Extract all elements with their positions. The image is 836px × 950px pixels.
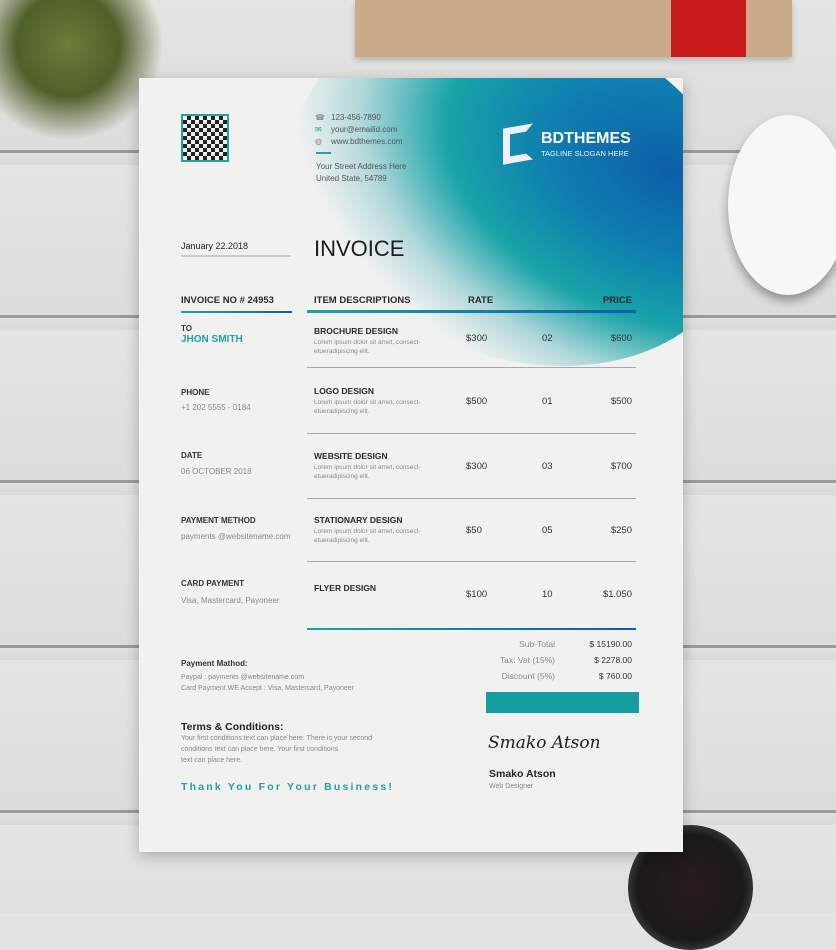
item-price: $250 bbox=[610, 525, 632, 536]
item-rate: $100 bbox=[466, 589, 488, 600]
phone-label: PHONE bbox=[181, 388, 210, 397]
total-value: $ 760.00 bbox=[598, 671, 632, 681]
signature-script: Smako Atson bbox=[488, 733, 601, 753]
notebook-decoration bbox=[355, 0, 792, 57]
brand-name: BDTHEMES bbox=[541, 130, 631, 147]
table-bottom-rule bbox=[307, 628, 636, 630]
address-line-1: Your Street Address Here bbox=[316, 162, 407, 171]
item-qty: 03 bbox=[542, 461, 553, 472]
address-line-2: United State, 54789 bbox=[316, 174, 387, 183]
item-title: LOGO DESIGN bbox=[314, 386, 374, 396]
total-label: Discount (5%) bbox=[501, 671, 555, 681]
terms-title: Terms & Conditions: bbox=[181, 721, 284, 733]
item-price: $1.050 bbox=[602, 589, 632, 600]
header-desc: ITEM DESCRIPTIONS bbox=[314, 295, 411, 306]
item-description: Lorem ipsum dolor sit amet, consect-etue… bbox=[314, 399, 421, 415]
item-qty: 05 bbox=[542, 525, 553, 536]
payment-title: Payment Mathod: bbox=[181, 659, 248, 668]
item-qty: 02 bbox=[542, 333, 553, 344]
item-title: STATIONARY DESIGN bbox=[314, 515, 403, 525]
contact-phone: 123-456-7890 bbox=[331, 113, 381, 122]
phone-icon: ☎ bbox=[315, 113, 325, 122]
item-title: BROCHURE DESIGN bbox=[314, 326, 399, 336]
brand-tagline: TAGLINE SLOGAN HERE bbox=[541, 149, 629, 158]
item-rate: $300 bbox=[466, 461, 488, 472]
qr-code bbox=[181, 114, 229, 162]
row-divider bbox=[307, 367, 636, 368]
header-rate: RATE bbox=[468, 295, 494, 306]
row-divider bbox=[307, 498, 636, 499]
item-qty: 01 bbox=[542, 396, 553, 407]
invoice-no-underline bbox=[181, 311, 292, 313]
item-price: $500 bbox=[610, 396, 632, 407]
thank-you: Thank You For Your Business! bbox=[181, 781, 395, 793]
header-price: PRICE bbox=[602, 295, 632, 306]
email-icon: ✉ bbox=[315, 125, 322, 134]
invoice-paper: ☎ 123-456-7890 ✉ your@emailid.com ◍ www.… bbox=[139, 78, 683, 852]
terms-line-2: conditions text can place here. Your fir… bbox=[181, 746, 339, 753]
globe-icon: ◍ bbox=[315, 137, 322, 146]
brand-logo-icon bbox=[503, 123, 533, 165]
item-price: $700 bbox=[610, 461, 632, 472]
table-header-rule bbox=[307, 310, 636, 313]
item-description: Lorem ipsum dolor sit amet, consect-etue… bbox=[314, 464, 421, 480]
divider bbox=[316, 152, 331, 154]
grand-total-bar bbox=[486, 692, 639, 713]
item-rate: $50 bbox=[466, 525, 482, 536]
total-value: $ 2278.00 bbox=[594, 655, 632, 665]
item-rate: $300 bbox=[466, 333, 488, 344]
payment-method-label: PAYMENT METHOD bbox=[181, 516, 256, 525]
cake-decoration bbox=[728, 115, 836, 295]
invoice-date: January 22.2018 bbox=[181, 241, 249, 251]
date-label: DATE bbox=[181, 451, 203, 460]
card-payment: Visa, Mastercard, Payoneer bbox=[181, 596, 280, 605]
to-label: TO bbox=[181, 324, 192, 333]
payment-line-1: Paypal : payments @websitename.com bbox=[181, 674, 305, 681]
client-date: 06 OCTOBER 2018 bbox=[181, 467, 252, 476]
item-price: $600 bbox=[610, 333, 632, 344]
client-name: JHON SMITH bbox=[181, 334, 243, 345]
contact-email: your@emailid.com bbox=[331, 125, 398, 134]
terms-line-3: text can place here. bbox=[181, 757, 243, 764]
row-divider bbox=[307, 433, 636, 434]
signer-role: Web Designer bbox=[489, 783, 534, 790]
total-label: Tax: Vat (15%) bbox=[499, 655, 555, 665]
item-title: FLYER DESIGN bbox=[314, 583, 377, 593]
total-value: $ 15190.00 bbox=[589, 639, 632, 649]
terms-line-1: Your first conditions text can place her… bbox=[181, 735, 373, 742]
contact-website: www.bdthemes.com bbox=[331, 137, 403, 146]
item-rate: $500 bbox=[466, 396, 488, 407]
date-underline bbox=[181, 255, 291, 257]
client-phone: +1 202 5555 - 0184 bbox=[181, 403, 251, 412]
item-qty: 10 bbox=[542, 589, 553, 600]
item-description: Lorem ipsum dolor sit amet, consect-etue… bbox=[314, 528, 421, 544]
item-description: Lorem ipsum dolor sit amet, consect-etue… bbox=[314, 339, 421, 355]
item-title: WEBSITE DESIGN bbox=[314, 451, 388, 461]
payment-method: payments @websitename.com bbox=[181, 532, 291, 541]
row-divider bbox=[307, 561, 636, 562]
invoice-number: INVOICE NO # 24953 bbox=[181, 295, 274, 306]
payment-line-2: Card Payment WE Accept : Visa, Mastercar… bbox=[181, 685, 355, 692]
total-label: Sub-Total bbox=[519, 639, 555, 649]
signer-name: Smako Atson bbox=[489, 768, 556, 780]
card-payment-label: CARD PAYMENT bbox=[181, 579, 245, 588]
page-title: INVOICE bbox=[314, 236, 405, 261]
